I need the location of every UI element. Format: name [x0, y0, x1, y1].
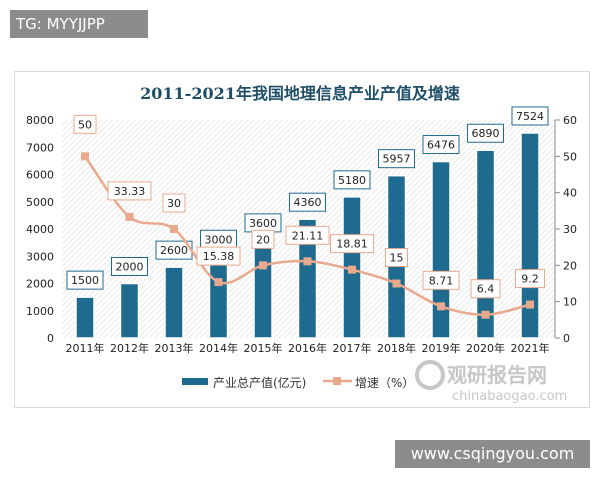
- bar-label-box: [333, 170, 371, 190]
- growth-label-box: [470, 279, 501, 299]
- growth-point: [303, 257, 312, 266]
- growth-point: [125, 212, 134, 221]
- watermark: 观研报告网 chinabaogao.com: [415, 360, 567, 404]
- x-tick-label: 2013年: [155, 341, 194, 355]
- growth-label: 20: [256, 233, 270, 246]
- legend-bar-swatch: [182, 378, 208, 385]
- growth-label: 50: [78, 118, 92, 131]
- bar-label: 3600: [249, 217, 277, 230]
- bar-label-box: [511, 106, 549, 126]
- legend-line-label: 增速（%）: [355, 376, 414, 390]
- y-left-tick: 8000: [26, 114, 54, 127]
- bar-label: 4360: [294, 196, 322, 209]
- y-right-tick: 10: [563, 296, 577, 309]
- bar-label-box: [111, 257, 148, 276]
- growth-label: 8.71: [429, 274, 454, 287]
- bar: [208, 255, 229, 339]
- chart-title: 2011-2021年我国地理信息产业产值及增速: [140, 84, 460, 103]
- bar-label-box: [467, 123, 504, 143]
- growth-point: [81, 152, 89, 161]
- growth-label: 15: [390, 252, 404, 265]
- x-tick-label: 2016年: [288, 341, 327, 355]
- legend: 产业总产值(亿元) 增速（%）: [182, 375, 414, 390]
- svg-text:观研报告网: 观研报告网: [447, 363, 547, 387]
- bar: [475, 149, 496, 339]
- x-tick-label: 2019年: [422, 341, 461, 355]
- growth-point: [170, 225, 178, 233]
- y-right-tick: 50: [563, 150, 577, 163]
- growth-label: 33.33: [114, 185, 146, 198]
- y-right-tick: 0: [563, 332, 570, 345]
- growth-label-box: [515, 269, 545, 289]
- x-tick-label: 2015年: [244, 341, 283, 355]
- legend-bar-label: 产业总产值(亿元): [213, 375, 306, 390]
- overlay-site: www.csqingyou.com: [395, 440, 590, 468]
- growth-label-box: [285, 225, 330, 245]
- growth-point: [526, 300, 534, 309]
- x-tick-label: 2014年: [199, 341, 238, 355]
- x-tick-label: 2017年: [333, 341, 372, 355]
- y-right-tick: 60: [563, 114, 577, 127]
- y-left-tick: 5000: [26, 196, 54, 209]
- bar-label: 2600: [160, 244, 188, 257]
- bar: [119, 282, 140, 339]
- bar: [431, 160, 451, 339]
- bar-label-box: [378, 149, 415, 169]
- y-left-tick: 7000: [26, 141, 54, 154]
- x-tick-label: 2018年: [377, 341, 416, 355]
- chart-frame: [14, 71, 590, 408]
- growth-label-box: [162, 193, 186, 213]
- svg-text:chinabaogao.com: chinabaogao.com: [452, 389, 567, 404]
- y-left-tick: 0: [47, 332, 54, 345]
- y-right-tick: 20: [563, 259, 577, 272]
- y-left-tick: 1000: [26, 305, 54, 318]
- growth-label: 21.11: [292, 229, 324, 242]
- growth-label-box: [107, 181, 152, 201]
- bar-label: 7524: [516, 110, 544, 123]
- bar-label-box: [422, 135, 460, 155]
- x-tick-label: 2021年: [511, 341, 550, 355]
- bar-label: 6476: [427, 139, 455, 152]
- growth-point: [437, 302, 445, 311]
- growth-label-box: [385, 248, 408, 267]
- growth-point: [392, 279, 401, 288]
- growth-label-box: [251, 229, 275, 249]
- growth-point: [481, 310, 490, 319]
- bar-label: 3000: [205, 233, 233, 246]
- bar-label: 5180: [338, 174, 366, 187]
- y-left-tick: 6000: [26, 169, 54, 182]
- growth-point: [348, 265, 356, 274]
- growth-label: 15.38: [203, 250, 235, 263]
- bar: [253, 239, 273, 339]
- overlay-tag: TG: MYYJJPP: [10, 10, 148, 38]
- bar-label: 2000: [116, 261, 144, 274]
- bar: [164, 266, 184, 339]
- x-tick-label: 2011年: [66, 341, 105, 355]
- growth-label-box: [330, 234, 374, 254]
- bar: [297, 218, 318, 339]
- growth-label-box: [196, 246, 241, 266]
- bar: [75, 296, 95, 339]
- growth-label-box: [422, 270, 460, 290]
- bar-label: 1500: [71, 274, 99, 287]
- y-right-tick: 30: [563, 223, 577, 236]
- growth-label: 30: [167, 197, 181, 210]
- y-left-tick: 4000: [26, 223, 54, 236]
- x-tick-label: 2012年: [110, 341, 149, 355]
- y-left-tick: 3000: [26, 250, 54, 263]
- growth-label: 9.2: [521, 273, 539, 286]
- y-left-tick: 2000: [26, 278, 54, 291]
- growth-label: 6.4: [477, 283, 495, 296]
- growth-label-box: [73, 114, 97, 134]
- bar-label: 5957: [383, 153, 411, 166]
- growth-label: 18.81: [336, 238, 368, 251]
- bar-label: 6890: [472, 127, 500, 140]
- growth-point: [259, 261, 267, 270]
- y-right-tick: 40: [563, 187, 577, 200]
- x-tick-label: 2020年: [466, 341, 505, 355]
- bar-label-box: [289, 192, 326, 212]
- growth-point: [214, 278, 223, 287]
- bar-label-box: [66, 270, 104, 290]
